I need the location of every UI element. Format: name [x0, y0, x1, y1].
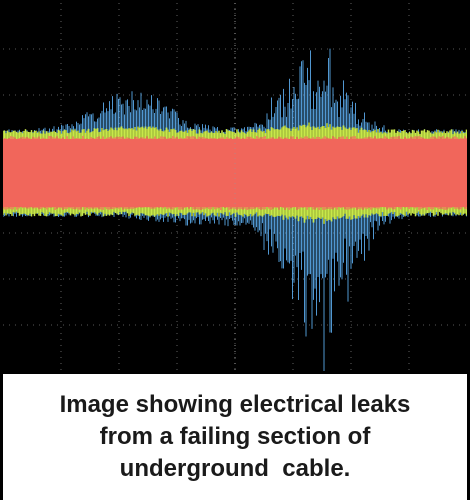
caption-line: from a failing section of	[100, 421, 371, 453]
caption: Image showing electrical leaks from a fa…	[3, 371, 467, 500]
figure: Image showing electrical leaks from a fa…	[0, 0, 470, 500]
oscilloscope-image	[3, 3, 467, 371]
caption-line: underground cable.	[120, 453, 351, 485]
caption-line: Image showing electrical leaks	[60, 389, 411, 421]
